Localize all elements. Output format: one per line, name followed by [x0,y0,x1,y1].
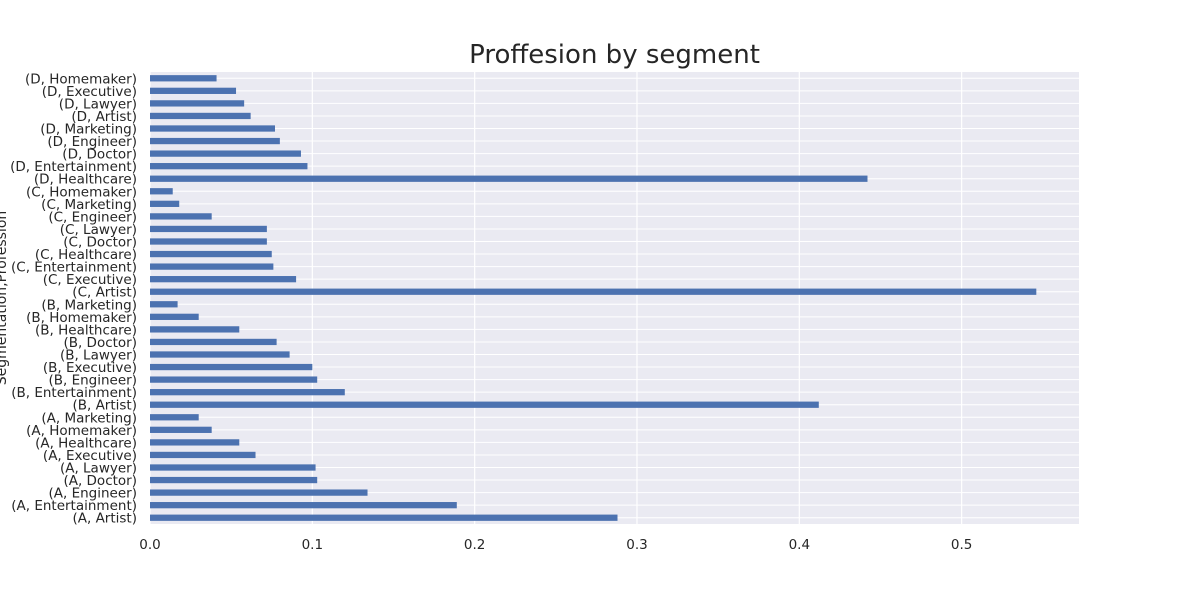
y-tick-label: (D, Executive) [42,84,137,100]
bar [150,476,318,484]
y-tick-label: (B, Doctor) [63,335,137,351]
bar [150,301,178,308]
y-tick-label: (C, Marketing) [41,197,137,213]
y-tick-label: (C, Doctor) [63,235,137,251]
x-tick-labels: 0.0 0.1 0.2 0.3 0.4 0.5 [139,537,972,553]
bar [150,426,212,433]
bar [150,87,237,94]
bar [150,250,272,258]
y-tick-label: (C, Healthcare) [35,247,137,263]
bar [150,313,199,320]
y-tick-label: (B, Artist) [72,398,137,414]
y-tick-label: (A, Lawyer) [60,461,137,477]
bar [150,163,308,170]
bar [150,389,345,396]
y-tick-label: (B, Executive) [43,360,137,376]
y-tick-label: (D, Artist) [71,109,137,125]
x-tick-label: 0.0 [139,537,160,553]
bar [150,338,277,346]
bar [150,464,316,471]
bar [150,175,868,182]
y-tick-label: (D, Marketing) [40,122,137,138]
bar [150,200,180,207]
bar [150,514,618,521]
plot-area [150,72,1079,524]
y-tick-label: (C, Lawyer) [60,222,137,238]
x-tick-label: 0.2 [464,537,485,553]
x-tick-label: 0.4 [789,537,810,553]
bar [150,100,245,107]
bar [150,489,368,496]
bar [150,414,199,421]
y-tick-label: (D, Healthcare) [34,172,137,188]
bar [150,451,256,459]
bar [150,75,217,82]
y-tick-label: (A, Executive) [43,448,137,464]
bar [150,188,173,195]
bar [150,112,251,120]
y-tick-label: (A, Healthcare) [35,435,137,451]
y-tick-label: (B, Engineer) [48,373,137,389]
y-tick-label: (B, Healthcare) [35,322,137,338]
bar [150,363,313,371]
y-tick-label: (B, Homemaker) [26,310,137,326]
bars [150,75,1037,521]
y-tick-label: (C, Entertainment) [11,260,137,276]
y-tick-label: (A, Marketing) [41,410,137,426]
y-tick-label: (C, Artist) [72,285,137,301]
bar [150,213,212,220]
bar [150,238,267,245]
x-tick-label: 0.5 [951,537,972,553]
bar [150,276,297,283]
x-tick-label: 0.1 [302,537,323,553]
bar [150,125,275,132]
y-tick-label: (D, Doctor) [62,147,137,163]
bar [150,439,240,446]
bar [150,150,301,157]
y-tick-label: (A, Artist) [72,511,137,527]
y-tick-label: (B, Entertainment) [11,385,137,401]
bar [150,137,280,145]
y-tick-label: (D, Engineer) [47,134,137,150]
bar [150,225,267,233]
bar [150,263,274,270]
y-tick-label: (A, Homemaker) [26,423,137,439]
y-tick-label: (A, Doctor) [63,473,137,489]
y-tick-label: (D, Entertainment) [10,159,137,175]
bar [150,288,1037,295]
y-tick-label: (A, Engineer) [49,486,137,502]
y-tick-label: (C, Engineer) [48,209,137,225]
bar [150,326,240,333]
bar [150,376,318,383]
chart-title: Proffesion by segment [469,40,760,70]
bar [150,502,457,509]
y-axis-label: Segmentation,Profession [0,211,10,386]
y-tick-label: (C, Executive) [43,272,137,288]
y-tick-label: (A, Entertainment) [11,498,137,514]
y-tick-label: (D, Homemaker) [25,71,137,87]
y-tick-label: (C, Homemaker) [26,184,137,200]
y-tick-label: (B, Lawyer) [60,348,137,364]
bar [150,351,290,358]
y-tick-label: (D, Lawyer) [59,96,137,112]
bar [150,401,819,408]
y-tick-label: (B, Marketing) [41,297,137,313]
x-tick-label: 0.3 [626,537,647,553]
y-tick-labels: (A, Artist)(A, Entertainment)(A, Enginee… [10,71,137,526]
